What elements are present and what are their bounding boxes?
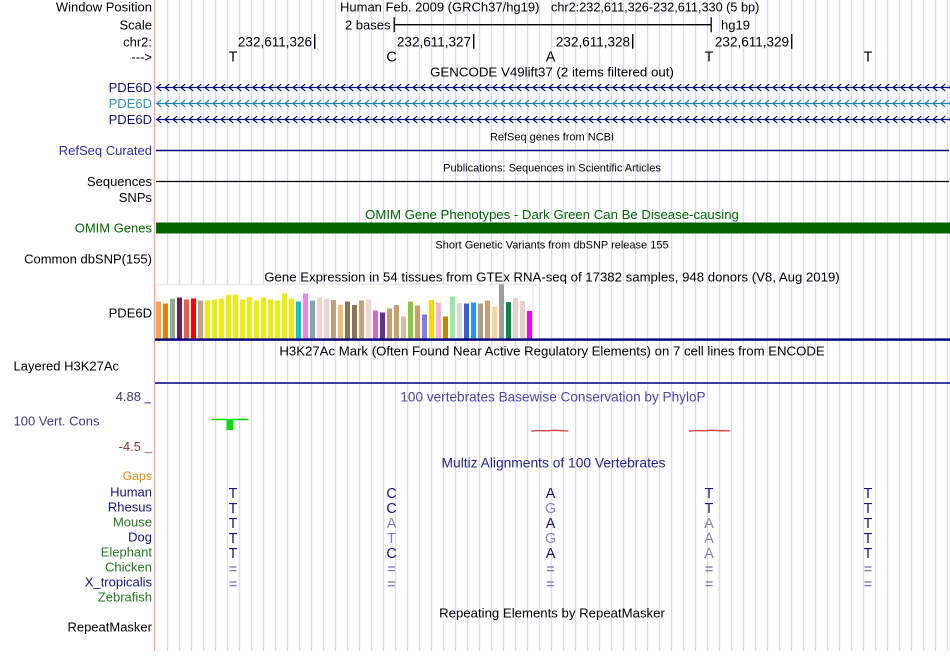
svg-text:T: T [229, 531, 238, 547]
svg-text:X_tropicalis: X_tropicalis [85, 575, 153, 590]
svg-text:A: A [546, 546, 556, 562]
svg-text:Chicken: Chicken [105, 560, 152, 575]
svg-text:Multiz Alignments of 100 Verte: Multiz Alignments of 100 Vertebrates [442, 456, 666, 471]
svg-text:T: T [229, 49, 238, 65]
svg-text:Publications: Sequences in Sci: Publications: Sequences in Scientific Ar… [443, 163, 661, 175]
svg-text:T: T [864, 501, 873, 517]
svg-text:T: T [864, 531, 873, 547]
svg-text:Zebrafish: Zebrafish [98, 590, 152, 605]
svg-text:2 bases: 2 bases [345, 18, 391, 33]
svg-text:C: C [386, 501, 396, 517]
svg-text:T: T [705, 486, 714, 502]
svg-text:T: T [229, 501, 238, 517]
svg-text:OMIM Genes: OMIM Genes [75, 221, 153, 236]
svg-text:Layered H3K27Ac: Layered H3K27Ac [14, 359, 120, 374]
svg-text:Human Feb. 2009 (GRCh37/hg19): Human Feb. 2009 (GRCh37/hg19) [340, 0, 539, 15]
svg-text:232,611,327: 232,611,327 [397, 35, 471, 50]
svg-text:T: T [229, 546, 238, 562]
svg-text:T: T [229, 486, 238, 502]
svg-text:T: T [864, 49, 873, 65]
svg-text:232,611,329: 232,611,329 [715, 35, 789, 50]
svg-text:T: T [864, 516, 873, 532]
svg-text:G: G [545, 501, 556, 517]
svg-text:Repeating Elements by RepeatMa: Repeating Elements by RepeatMasker [439, 606, 665, 621]
svg-text:A: A [546, 49, 556, 65]
svg-text:Rhesus: Rhesus [108, 500, 153, 515]
svg-text:RefSeq Curated: RefSeq Curated [59, 143, 152, 158]
svg-text:OMIM Gene Phenotypes - Dark Gr: OMIM Gene Phenotypes - Dark Green Can Be… [365, 207, 739, 222]
svg-text:232,611,328: 232,611,328 [556, 35, 630, 50]
svg-text:A: A [546, 516, 556, 532]
svg-text:PDE6D: PDE6D [109, 80, 152, 95]
svg-text:232,611,326: 232,611,326 [238, 35, 312, 50]
svg-text:--->: ---> [131, 50, 152, 65]
svg-text:RepeatMasker: RepeatMasker [67, 620, 152, 635]
svg-text:G: G [545, 531, 556, 547]
svg-text:RefSeq genes from NCBI: RefSeq genes from NCBI [490, 132, 614, 144]
svg-text:C: C [386, 546, 396, 562]
svg-text:SNPs: SNPs [119, 190, 153, 205]
svg-text:T: T [864, 546, 873, 562]
svg-text:hg19: hg19 [721, 18, 750, 33]
svg-text:Gaps: Gaps [123, 469, 152, 483]
svg-text:A: A [704, 546, 714, 562]
svg-text:PDE6D: PDE6D [109, 306, 152, 321]
svg-text:Scale: Scale [119, 18, 152, 33]
svg-text:Common dbSNP(155): Common dbSNP(155) [24, 252, 152, 267]
svg-text:T: T [864, 486, 873, 502]
svg-text:GENCODE V49lift37 (2 items fil: GENCODE V49lift37 (2 items filtered out) [430, 65, 674, 80]
svg-text:Dog: Dog [128, 530, 152, 545]
svg-text:A: A [704, 531, 714, 547]
svg-text:H3K27Ac Mark (Often Found Near: H3K27Ac Mark (Often Found Near Active Re… [279, 344, 825, 359]
svg-text:4.88: 4.88 [116, 389, 141, 404]
svg-text:T: T [705, 49, 714, 65]
svg-text:Mouse: Mouse [113, 515, 152, 530]
svg-text:T: T [387, 531, 396, 547]
svg-text:100 Vert. Cons: 100 Vert. Cons [14, 414, 100, 429]
svg-text:Gene Expression in 54 tissues: Gene Expression in 54 tissues from GTEx … [264, 270, 839, 285]
svg-text:C: C [386, 49, 396, 65]
svg-text:chr2:: chr2: [123, 35, 152, 50]
svg-text:Short Genetic Variants from db: Short Genetic Variants from dbSNP releas… [435, 240, 668, 252]
svg-text:C: C [386, 486, 396, 502]
svg-text:A: A [546, 486, 556, 502]
svg-text:A: A [387, 516, 397, 532]
svg-text:-4.5: -4.5 [119, 439, 141, 454]
svg-text:T: T [229, 516, 238, 532]
svg-text:100 vertebrates Basewise Conse: 100 vertebrates Basewise Conservation by… [400, 390, 705, 405]
svg-text:chr2:232,611,326-232,611,330 (: chr2:232,611,326-232,611,330 (5 bp) [551, 1, 759, 15]
svg-text:T: T [705, 501, 714, 517]
svg-text:PDE6D: PDE6D [109, 96, 152, 111]
svg-text:A: A [704, 516, 714, 532]
svg-text:PDE6D: PDE6D [109, 112, 152, 127]
svg-text:Sequences: Sequences [87, 174, 153, 189]
svg-text:Elephant: Elephant [101, 545, 153, 560]
svg-text:Human: Human [110, 485, 152, 500]
svg-text:Window Position: Window Position [56, 0, 152, 15]
